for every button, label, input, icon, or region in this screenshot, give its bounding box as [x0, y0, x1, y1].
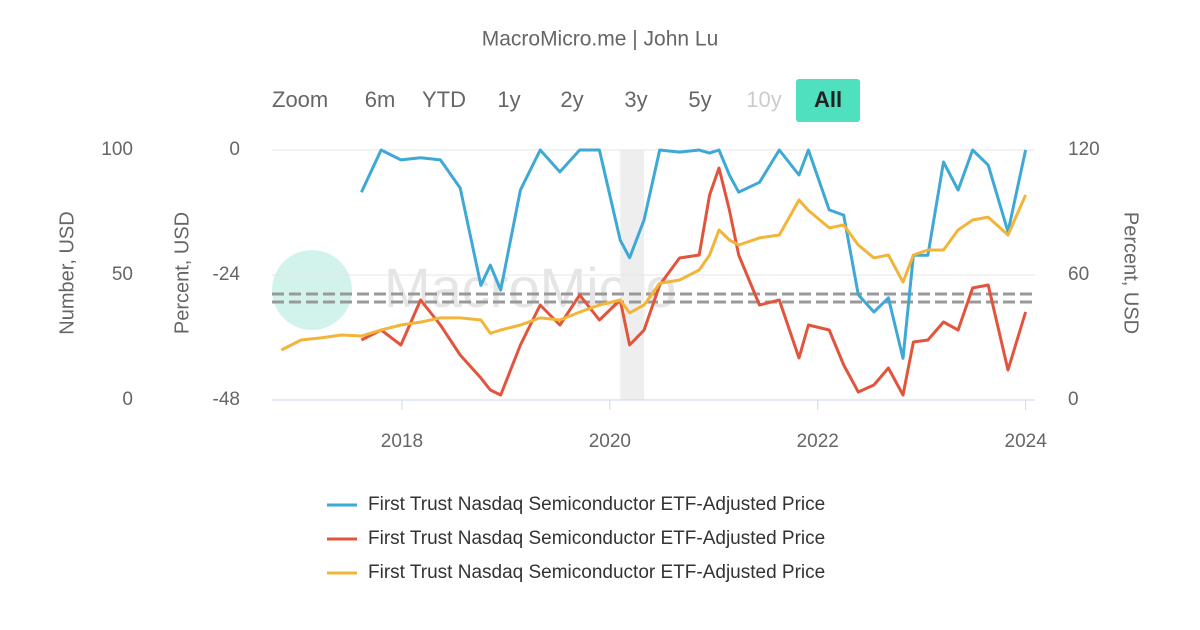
y3-tick-label: 60 — [1068, 264, 1089, 285]
range-button[interactable]: 5y — [688, 87, 711, 112]
chart-title: MacroMicro.me | John Lu — [482, 28, 719, 51]
legend-label[interactable]: First Trust Nasdaq Semiconductor ETF-Adj… — [368, 494, 825, 515]
x-tick-label: 2020 — [589, 431, 631, 452]
x-tick-label: 2018 — [381, 431, 423, 452]
range-button-bg[interactable] — [796, 79, 860, 122]
legend-label[interactable]: First Trust Nasdaq Semiconductor ETF-Adj… — [368, 562, 825, 583]
range-button[interactable]: YTD — [422, 87, 466, 112]
y3-tick-label: 0 — [1068, 389, 1079, 410]
range-button[interactable]: 2y — [560, 87, 583, 112]
range-button[interactable]: 6m — [365, 87, 396, 112]
range-button[interactable]: All — [814, 87, 842, 112]
x-tick-label: 2022 — [797, 431, 839, 452]
y3-axis-title: Percent, USD — [1120, 212, 1142, 334]
x-tick-label: 2024 — [1005, 431, 1048, 452]
y-tick-label: 50 — [112, 264, 133, 285]
y3-tick-label: 120 — [1068, 139, 1100, 160]
range-button[interactable]: 3y — [624, 87, 647, 112]
range-button[interactable]: 1y — [497, 87, 520, 112]
range-button: 10y — [746, 87, 781, 112]
watermark-logo — [272, 250, 352, 330]
y-axis-title: Number, USD — [56, 211, 78, 334]
series-line — [280, 194, 1027, 352]
y2-tick-label: 0 — [229, 139, 240, 160]
y-tick-label: 100 — [101, 139, 133, 160]
y-tick-label: 0 — [122, 389, 133, 410]
zoom-label: Zoom — [272, 87, 328, 112]
y2-tick-label: -48 — [213, 389, 240, 410]
y2-tick-label: -24 — [213, 264, 241, 285]
legend-label[interactable]: First Trust Nasdaq Semiconductor ETF-Adj… — [368, 528, 825, 549]
y2-axis-title: Percent, USD — [171, 212, 193, 334]
series-line — [360, 166, 1028, 397]
